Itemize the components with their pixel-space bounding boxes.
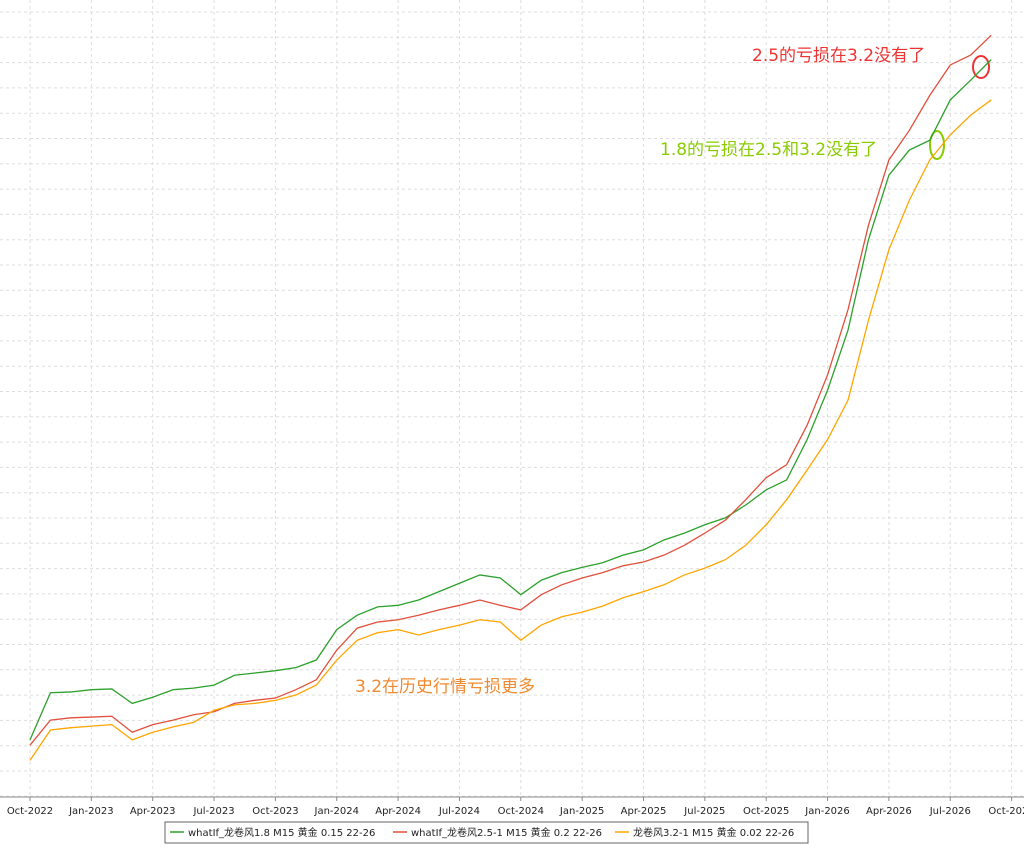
line-series — [29, 34, 992, 746]
annotation: 3.2在历史行情亏损更多 — [355, 677, 535, 697]
x-tick-label: Jul-2023 — [192, 806, 234, 817]
x-tick-label: Jan-2025 — [559, 806, 604, 817]
x-tick-label: Jan-2024 — [314, 806, 359, 817]
x-tick-label: Oct-2022 — [7, 806, 53, 817]
x-tick-label: Jul-2025 — [683, 806, 725, 817]
legend — [164, 821, 809, 844]
x-tick-label: Apr-2026 — [866, 806, 912, 817]
x-tick-label: Oct-2025 — [743, 806, 789, 817]
line-series — [29, 99, 992, 761]
x-tick-label: Oct-2024 — [498, 806, 544, 817]
x-tick-label: Oct-2023 — [252, 806, 298, 817]
line-series — [29, 59, 992, 741]
x-tick-label: Apr-2023 — [130, 806, 176, 817]
x-tick-label: Jan-2023 — [68, 806, 113, 817]
highlight-circle — [929, 130, 945, 160]
grid — [0, 0, 1024, 797]
x-tick-label: Jul-2024 — [438, 806, 480, 817]
legend-label: whatIf_龙卷风1.8 M15 黄金 0.15 22-26 — [188, 826, 375, 839]
x-tick-label: Apr-2025 — [621, 806, 667, 817]
x-tick-label: Jan-2026 — [804, 806, 849, 817]
x-tick-label: Oct-2026 — [988, 806, 1024, 817]
x-tick-label: Apr-2024 — [375, 806, 421, 817]
legend-label: 龙卷风3.2-1 M15 黄金 0.02 22-26 — [633, 826, 794, 839]
annotation: 1.8的亏损在2.5和3.2没有了 — [660, 140, 877, 160]
legend-label: whatIf_龙卷风2.5-1 M15 黄金 0.2 22-26 — [411, 826, 602, 839]
x-tick-label: Jul-2026 — [929, 806, 971, 817]
highlight-circle — [972, 55, 990, 79]
annotation: 2.5的亏损在3.2没有了 — [752, 46, 925, 66]
